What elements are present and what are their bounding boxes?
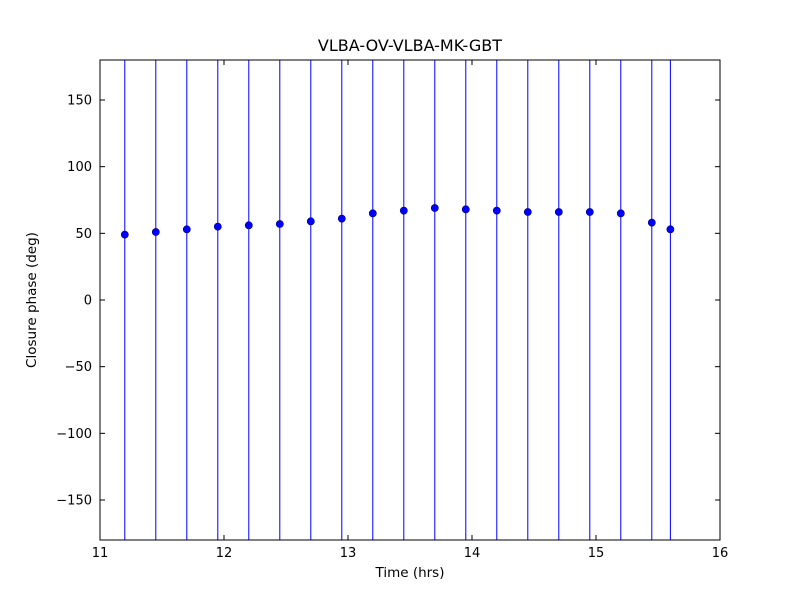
plot-background <box>100 60 720 540</box>
data-point <box>666 225 675 234</box>
y-tick-label: 0 <box>84 294 92 309</box>
data-point <box>275 220 284 228</box>
data-point <box>306 217 315 226</box>
x-tick-label: 14 <box>464 546 481 561</box>
data-point <box>430 204 439 212</box>
y-axis-label: Closure phase (deg) <box>24 232 40 368</box>
data-point <box>585 208 594 216</box>
data-point <box>213 222 222 231</box>
y-tick-label: 50 <box>75 227 92 242</box>
data-point <box>244 221 253 230</box>
data-point <box>554 208 563 216</box>
y-tick-label: 150 <box>67 94 92 109</box>
y-tick-label: −150 <box>56 494 92 509</box>
y-tick-label: 100 <box>67 160 92 175</box>
x-tick-label: 16 <box>712 546 729 561</box>
data-point <box>337 214 346 223</box>
data-point <box>492 206 501 215</box>
data-point <box>368 209 377 218</box>
data-point <box>182 225 191 234</box>
x-tick-label: 11 <box>92 546 109 561</box>
plot-area: 11 12 13 14 15 16 −150 −100 −50 0 50 100 150 <box>56 59 729 561</box>
data-point <box>151 228 160 236</box>
x-tick-label: 12 <box>216 546 233 561</box>
x-axis-label: Time (hrs) <box>374 565 444 581</box>
x-tick-label: 15 <box>588 546 605 561</box>
chart-title: VLBA-OV-VLBA-MK-GBT <box>318 36 502 55</box>
data-point <box>461 205 470 214</box>
y-tick-label: −100 <box>56 427 92 442</box>
data-point <box>523 208 532 216</box>
data-point <box>647 218 656 227</box>
data-point <box>616 209 625 218</box>
data-point <box>399 206 408 215</box>
data-point <box>120 230 129 239</box>
x-tick-label: 13 <box>340 546 357 561</box>
y-tick-label: −50 <box>65 360 92 375</box>
